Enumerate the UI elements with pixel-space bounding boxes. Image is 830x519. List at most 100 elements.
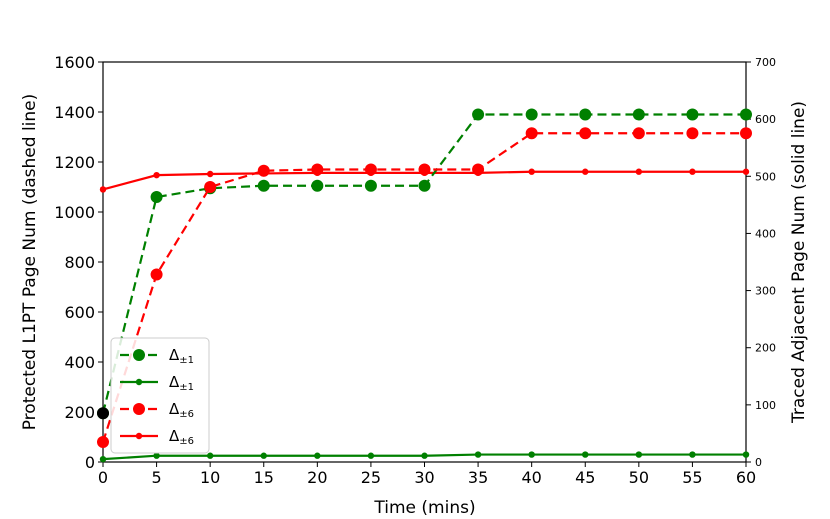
series-point — [579, 127, 592, 140]
series-point — [740, 127, 752, 140]
left-y-tick-label: 600 — [64, 303, 95, 322]
x-tick-label: 45 — [575, 468, 595, 487]
series-point — [364, 179, 377, 192]
legend: Δ±1 Δ±1 Δ±6 Δ±6 — [110, 337, 210, 454]
series-point — [528, 451, 535, 458]
series-point — [204, 181, 217, 193]
left-y-axis-label: Protected L1PT Page Num (dashed line) — [20, 94, 40, 431]
legend-label: Δ±6 — [169, 427, 194, 447]
x-axis-ticks: 0 5 10 15 20 25 30 35 40 45 50 55 60 — [98, 462, 756, 487]
series-point — [742, 168, 750, 175]
x-tick-label: 25 — [361, 468, 381, 487]
series-point — [474, 451, 482, 458]
series-point — [525, 127, 538, 140]
series-point — [367, 452, 375, 459]
series-point — [689, 168, 696, 175]
extra-point — [97, 407, 109, 420]
series-point — [582, 451, 589, 458]
left-y-tick-label: 1200 — [54, 153, 95, 172]
series-point — [582, 168, 589, 175]
right-y-tick-label: 400 — [755, 227, 776, 240]
series-point — [689, 451, 696, 458]
legend-entry: Δ±6 — [120, 400, 194, 420]
legend-marker — [135, 378, 143, 386]
legend-marker — [135, 432, 143, 440]
series-point — [364, 163, 377, 176]
x-tick-label: 0 — [98, 468, 108, 487]
series-point — [314, 452, 321, 459]
series-point — [150, 268, 163, 281]
series-point — [472, 163, 485, 176]
series-point — [579, 108, 592, 121]
series-point — [257, 164, 270, 177]
legend-box — [110, 337, 210, 454]
x-tick-label: 40 — [521, 468, 541, 487]
right-y-tick-label: 600 — [755, 113, 776, 126]
x-tick-label: 55 — [682, 468, 702, 487]
x-tick-label: 30 — [414, 468, 434, 487]
x-axis-label: Time (mins) — [373, 498, 475, 518]
series-point — [260, 452, 267, 459]
series-point — [311, 179, 324, 192]
right-y-tick-label: 700 — [755, 56, 776, 69]
x-tick-label: 20 — [307, 468, 327, 487]
series-point — [632, 127, 645, 140]
series-point — [421, 452, 428, 459]
x-tick-label: 50 — [629, 468, 649, 487]
left-y-tick-label: 800 — [64, 253, 95, 272]
series-point — [686, 108, 699, 121]
right-y-tick-label: 500 — [755, 170, 776, 183]
series-point — [686, 127, 699, 140]
series-point — [206, 170, 214, 178]
right-y-axis-ticks: 0 100 200 300 400 500 600 700 — [746, 56, 776, 469]
x-tick-label: 5 — [151, 468, 161, 487]
series-point — [742, 451, 750, 458]
series-point — [153, 171, 160, 179]
series-point — [525, 108, 538, 121]
left-y-tick-label: 0 — [85, 453, 95, 472]
series-point — [635, 168, 643, 175]
series-point — [418, 179, 431, 192]
right-y-axis-label: Traced Adjacent Page Num (solid line) — [789, 101, 809, 424]
legend-entry: Δ±1 — [120, 346, 194, 366]
series-point — [418, 163, 431, 176]
series-0 — [97, 108, 752, 420]
series-2 — [97, 127, 752, 448]
left-y-tick-label: 1400 — [54, 103, 95, 122]
series-point — [257, 179, 270, 192]
series-point — [153, 452, 160, 459]
series-point — [97, 436, 109, 448]
series-point — [150, 191, 163, 203]
legend-entry: Δ±6 — [120, 427, 194, 447]
x-tick-label: 35 — [468, 468, 488, 487]
legend-label: Δ±1 — [169, 346, 194, 366]
x-tick-label: 60 — [736, 468, 756, 487]
right-y-tick-label: 0 — [755, 456, 762, 469]
right-y-tick-label: 100 — [755, 399, 776, 412]
legend-entry: Δ±1 — [120, 373, 194, 393]
right-y-tick-label: 300 — [755, 285, 776, 298]
left-y-tick-label: 200 — [64, 403, 95, 422]
x-tick-label: 15 — [254, 468, 274, 487]
series-point — [99, 455, 107, 463]
legend-marker — [133, 403, 145, 415]
series-point — [206, 452, 214, 459]
series-layer — [97, 108, 752, 463]
left-y-tick-label: 1000 — [54, 203, 95, 222]
series-point — [472, 108, 485, 121]
legend-marker — [133, 349, 145, 361]
right-y-tick-label: 200 — [755, 342, 776, 355]
series-point — [528, 168, 535, 175]
left-y-tick-label: 400 — [64, 353, 95, 372]
series-1 — [99, 451, 750, 463]
legend-label: Δ±1 — [169, 373, 194, 393]
left-y-axis-ticks: 0 200 400 600 800 1000 1200 1400 1600 — [54, 53, 103, 472]
series-point — [740, 108, 752, 121]
series-point — [99, 186, 107, 193]
legend-label: Δ±6 — [169, 400, 194, 420]
x-tick-label: 10 — [200, 468, 220, 487]
series-point — [635, 451, 643, 458]
series-point — [632, 108, 645, 121]
series-point — [311, 163, 324, 176]
